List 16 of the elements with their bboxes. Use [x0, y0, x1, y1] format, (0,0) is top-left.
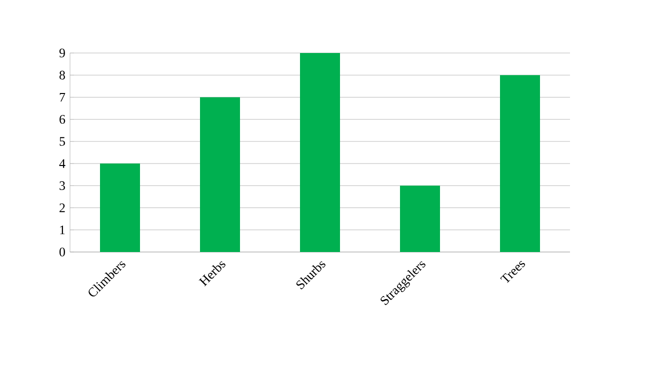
y-tick-label: 2: [60, 203, 65, 212]
y-tick-label: 0: [60, 248, 65, 256]
y-tick-label: 6: [60, 114, 66, 124]
y-tick-label: 1: [60, 226, 65, 234]
y-tick-label: 7: [60, 92, 66, 102]
bar: [500, 75, 540, 252]
y-tick-label: 8: [60, 70, 65, 80]
x-tick-label: Trees: [500, 260, 526, 283]
bar: [400, 186, 440, 252]
y-tick-label: 9: [59, 48, 65, 58]
y-tick-label: 5: [60, 137, 65, 146]
bar: [100, 164, 140, 252]
bar: [200, 97, 240, 252]
bar: [300, 52, 340, 252]
y-tick-label: 3: [60, 181, 65, 190]
y-tick-label: 4: [59, 159, 66, 168]
